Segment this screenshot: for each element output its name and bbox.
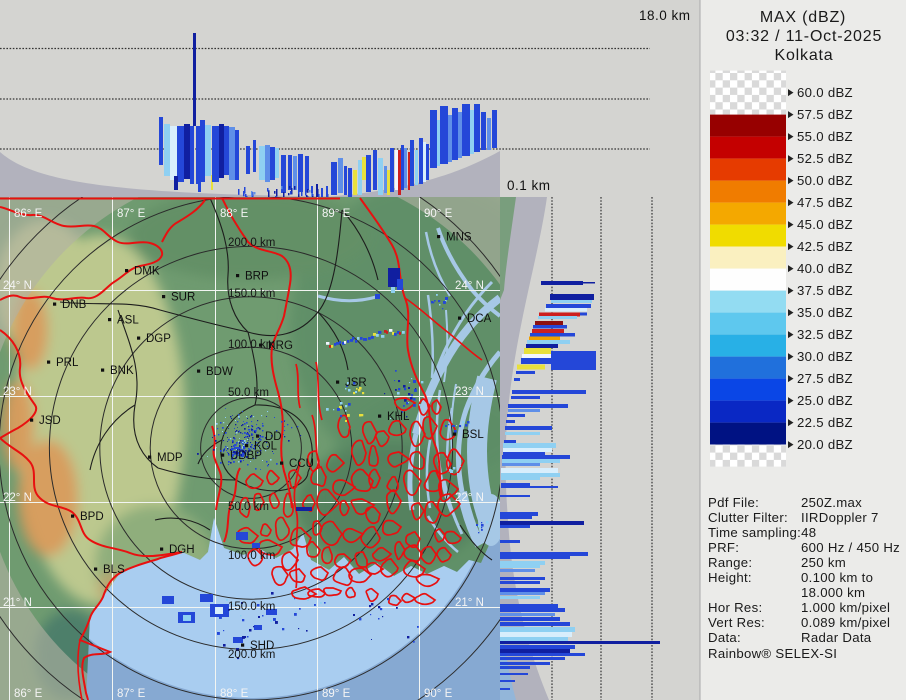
svg-text:42.5 dBZ: 42.5 dBZ <box>797 239 853 254</box>
svg-text:89° E: 89° E <box>322 208 351 220</box>
svg-text:Range:: Range: <box>708 555 752 570</box>
svg-text:18.0 km: 18.0 km <box>639 8 691 23</box>
svg-text:DD: DD <box>265 431 282 443</box>
svg-text:23° N: 23° N <box>3 386 32 398</box>
svg-text:23° N: 23° N <box>455 386 484 398</box>
svg-text:50.0 km: 50.0 km <box>228 387 269 399</box>
svg-text:IIRDoppler 7: IIRDoppler 7 <box>801 510 879 525</box>
svg-text:22° N: 22° N <box>455 492 484 504</box>
svg-text:57.5 dBZ: 57.5 dBZ <box>797 107 853 122</box>
svg-text:45.0 dBZ: 45.0 dBZ <box>797 217 853 232</box>
svg-text:250Z.max: 250Z.max <box>801 495 862 510</box>
svg-text:BNK: BNK <box>110 365 134 377</box>
svg-text:Radar Data: Radar Data <box>801 630 872 645</box>
svg-text:22.5 dBZ: 22.5 dBZ <box>797 415 853 430</box>
svg-text:SUR: SUR <box>171 292 195 304</box>
svg-text:100.0 km: 100.0 km <box>228 550 275 562</box>
svg-text:BSL: BSL <box>462 429 484 441</box>
svg-text:0.100 km to: 0.100 km to <box>801 570 873 585</box>
svg-text:Vert Res:: Vert Res: <box>708 615 765 630</box>
svg-text:Data:: Data: <box>708 630 741 645</box>
svg-text:35.0 dBZ: 35.0 dBZ <box>797 305 853 320</box>
svg-text:BRP: BRP <box>245 271 269 283</box>
svg-text:18.000 km: 18.000 km <box>801 585 865 600</box>
svg-text:21° N: 21° N <box>455 597 484 609</box>
svg-text:88° E: 88° E <box>220 688 249 700</box>
svg-text:ASL: ASL <box>117 315 139 327</box>
svg-text:86° E: 86° E <box>14 688 43 700</box>
svg-text:150.0 km: 150.0 km <box>228 601 275 613</box>
svg-text:MDP: MDP <box>157 452 183 464</box>
svg-text:30.0 dBZ: 30.0 dBZ <box>797 349 853 364</box>
svg-text:22° N: 22° N <box>3 492 32 504</box>
svg-text:DGH: DGH <box>169 544 195 556</box>
svg-text:Time sampling:48: Time sampling:48 <box>708 525 816 540</box>
svg-text:PRL: PRL <box>56 357 79 369</box>
svg-text:UDBP: UDBP <box>230 450 262 462</box>
svg-text:KOL: KOL <box>254 441 278 453</box>
svg-text:47.5 dBZ: 47.5 dBZ <box>797 195 853 210</box>
svg-text:55.0 dBZ: 55.0 dBZ <box>797 129 853 144</box>
svg-text:50.0 km: 50.0 km <box>228 501 269 513</box>
svg-text:Pdf File:: Pdf File: <box>708 495 759 510</box>
svg-text:DMK: DMK <box>134 266 160 278</box>
svg-text:90° E: 90° E <box>424 688 453 700</box>
svg-text:600 Hz / 450 Hz: 600 Hz / 450 Hz <box>801 540 900 555</box>
svg-text:Rainbow® SELEX-SI: Rainbow® SELEX-SI <box>708 646 837 661</box>
svg-text:SHD: SHD <box>250 640 274 652</box>
svg-text:Clutter Filter:: Clutter Filter: <box>708 510 788 525</box>
svg-text:32.5 dBZ: 32.5 dBZ <box>797 327 853 342</box>
svg-text:90° E: 90° E <box>424 208 453 220</box>
svg-text:86° E: 86° E <box>14 208 43 220</box>
svg-text:MNS: MNS <box>446 232 472 244</box>
svg-text:JSD: JSD <box>39 415 61 427</box>
svg-text:JSR: JSR <box>345 377 367 389</box>
svg-text:PRF:: PRF: <box>708 540 739 555</box>
svg-text:25.0 dBZ: 25.0 dBZ <box>797 393 853 408</box>
svg-text:150.0 km: 150.0 km <box>228 288 275 300</box>
svg-text:27.5 dBZ: 27.5 dBZ <box>797 371 853 386</box>
svg-text:0.1 km: 0.1 km <box>507 178 551 193</box>
svg-text:100.0 km: 100.0 km <box>228 339 275 351</box>
svg-text:Kolkata: Kolkata <box>775 47 834 64</box>
svg-text:89° E: 89° E <box>322 688 351 700</box>
svg-text:CCU: CCU <box>289 458 314 470</box>
svg-text:200.0 km: 200.0 km <box>228 237 275 249</box>
svg-text:88° E: 88° E <box>220 208 249 220</box>
svg-text:03:32 / 11-Oct-2025: 03:32 / 11-Oct-2025 <box>726 28 882 45</box>
svg-text:250 km: 250 km <box>801 555 846 570</box>
svg-text:50.0 dBZ: 50.0 dBZ <box>797 173 853 188</box>
svg-text:40.0 dBZ: 40.0 dBZ <box>797 261 853 276</box>
svg-text:21° N: 21° N <box>3 597 32 609</box>
svg-text:52.5 dBZ: 52.5 dBZ <box>797 151 853 166</box>
svg-text:DGP: DGP <box>146 333 171 345</box>
svg-text:BLS: BLS <box>103 564 125 576</box>
svg-text:BDW: BDW <box>206 366 233 378</box>
svg-text:87° E: 87° E <box>117 208 146 220</box>
svg-text:0.089 km/pixel: 0.089 km/pixel <box>801 615 890 630</box>
svg-text:20.0 dBZ: 20.0 dBZ <box>797 437 853 452</box>
svg-text:DNB: DNB <box>62 299 87 311</box>
svg-text:87° E: 87° E <box>117 688 146 700</box>
svg-text:1.000 km/pixel: 1.000 km/pixel <box>801 600 890 615</box>
svg-text:BPD: BPD <box>80 511 104 523</box>
svg-text:DCA: DCA <box>467 313 492 325</box>
svg-text:24° N: 24° N <box>455 280 484 292</box>
svg-text:MAX (dBZ): MAX (dBZ) <box>760 9 846 26</box>
svg-text:60.0 dBZ: 60.0 dBZ <box>797 85 853 100</box>
svg-text:KRG: KRG <box>268 340 293 352</box>
svg-text:200.0 km: 200.0 km <box>228 649 275 661</box>
svg-text:24° N: 24° N <box>3 280 32 292</box>
svg-text:37.5 dBZ: 37.5 dBZ <box>797 283 853 298</box>
svg-text:Hor Res:: Hor Res: <box>708 600 762 615</box>
svg-text:Height:: Height: <box>708 570 752 585</box>
svg-text:KHL: KHL <box>387 411 410 423</box>
